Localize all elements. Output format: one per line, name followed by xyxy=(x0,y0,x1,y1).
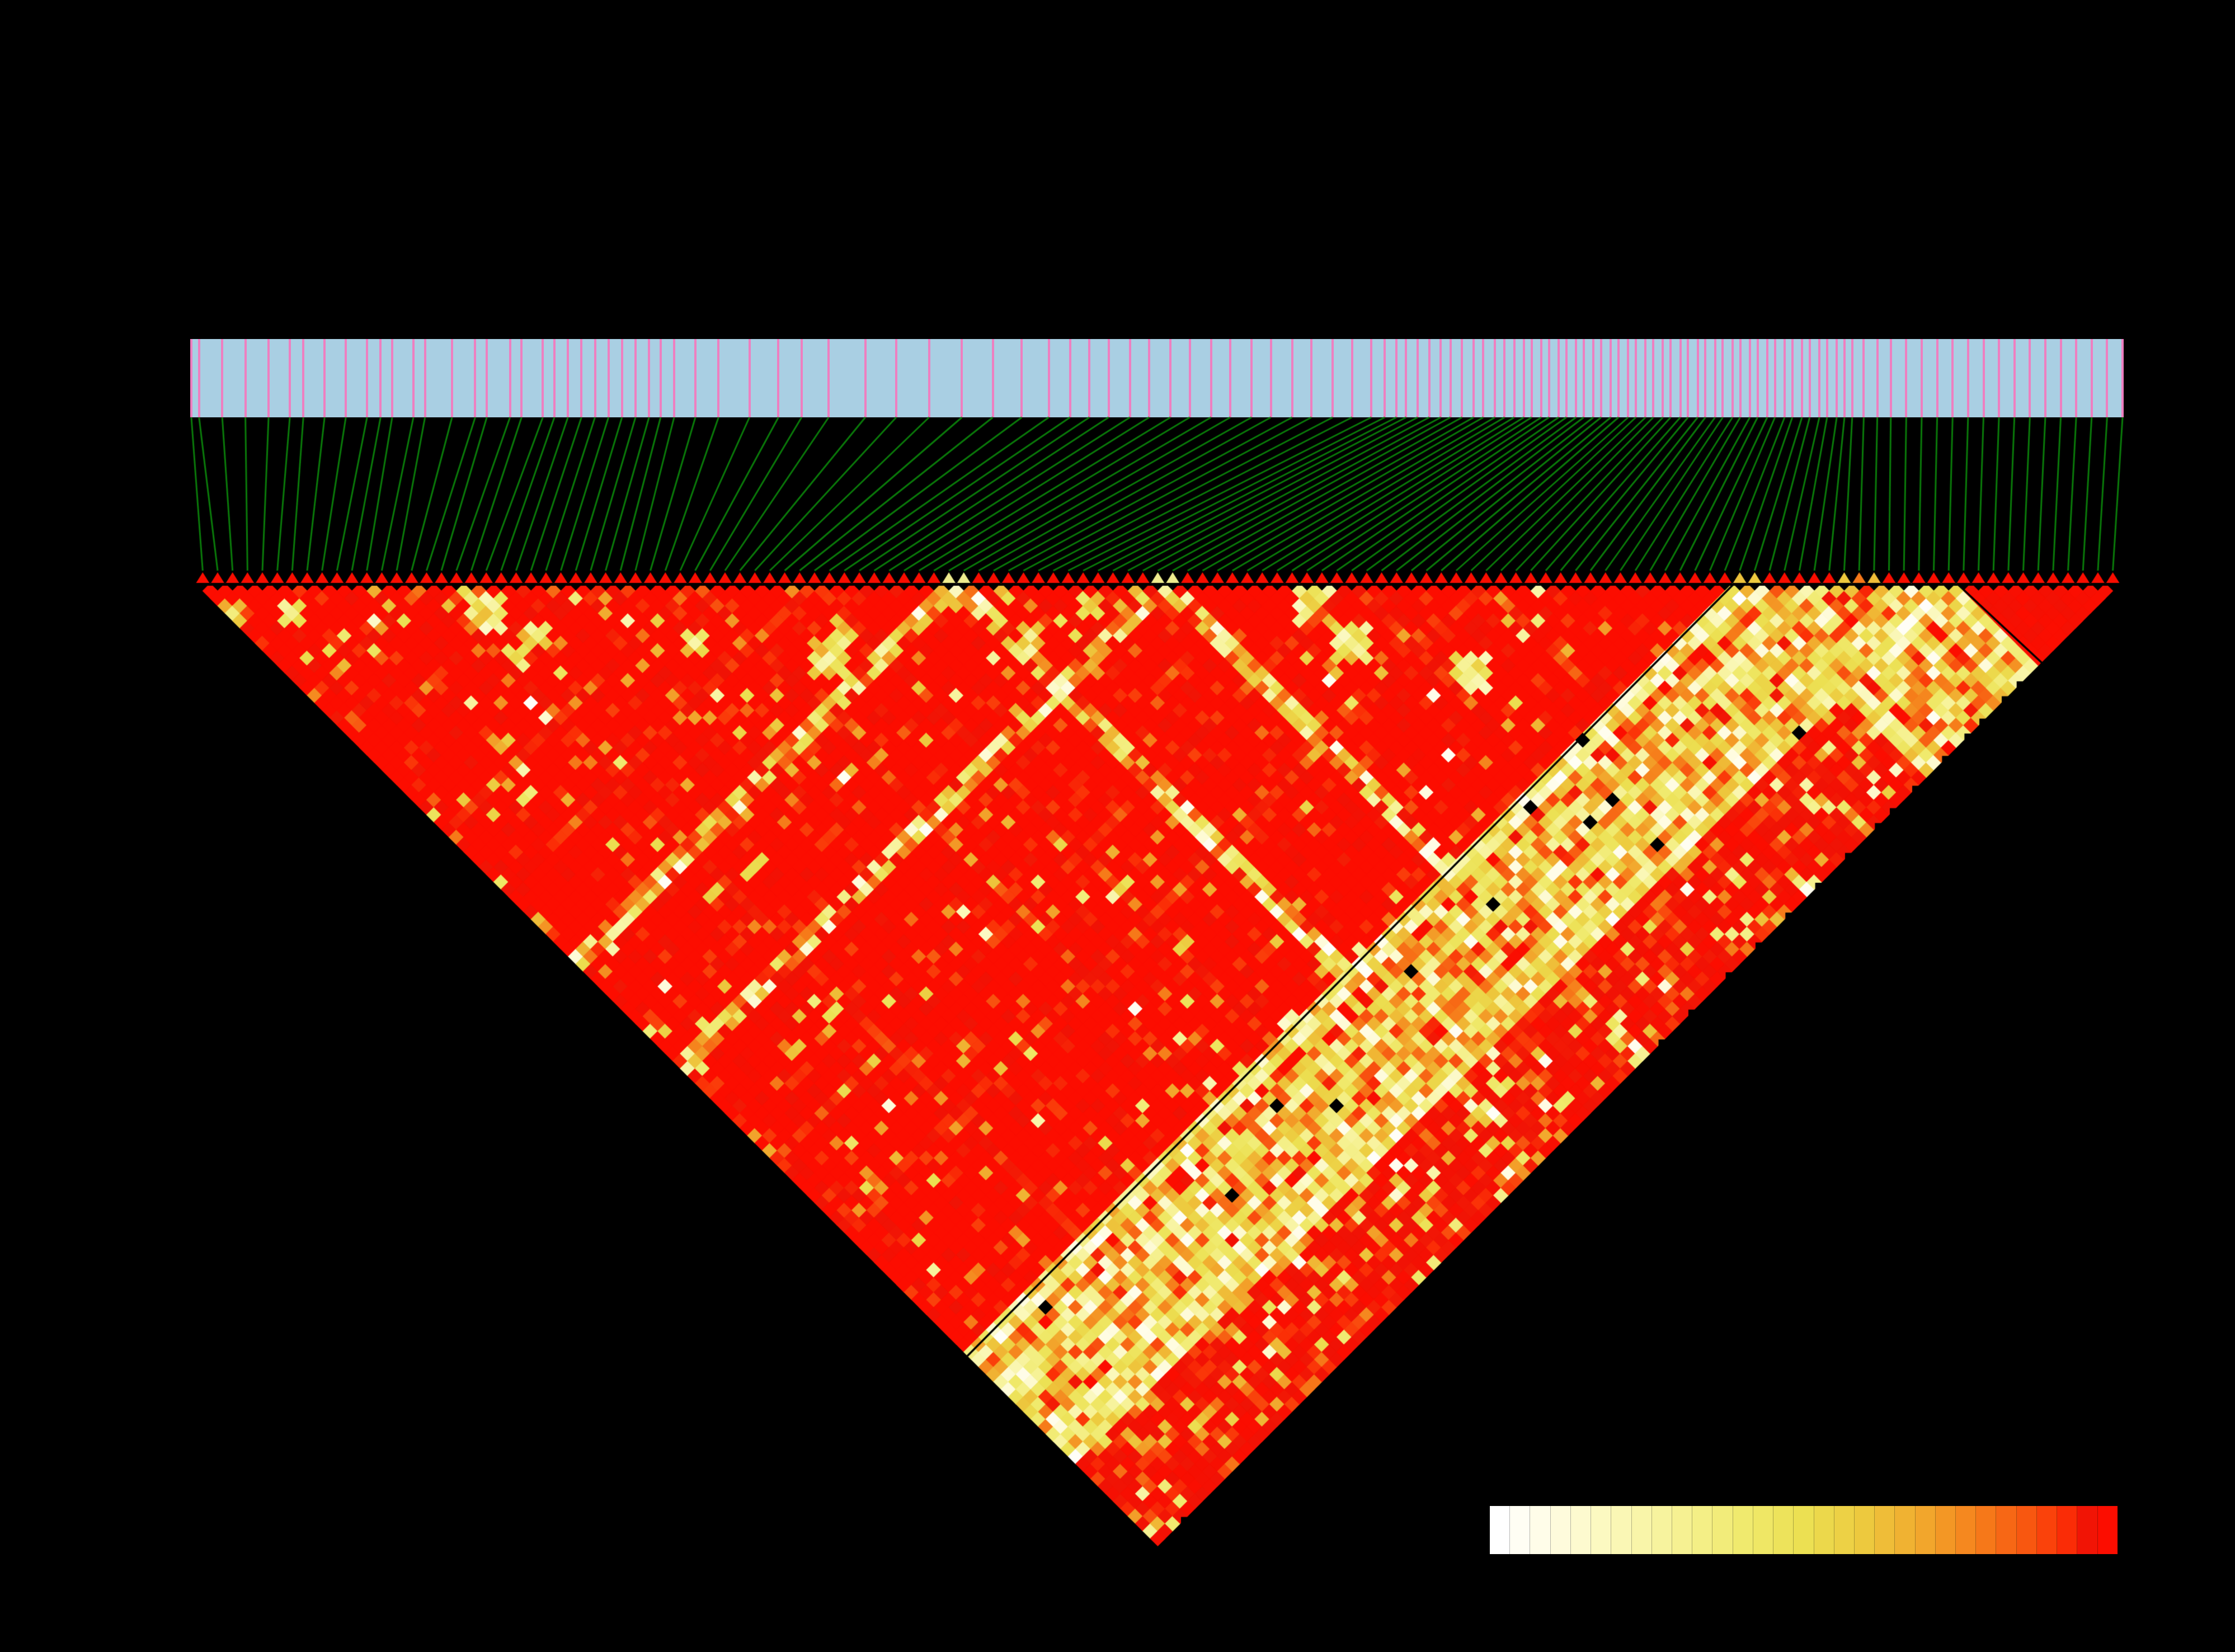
color-key-segment xyxy=(1651,1506,1672,1554)
color-key-segment xyxy=(1753,1506,1774,1554)
color-key-segment xyxy=(1550,1506,1571,1554)
color-key-segment xyxy=(1712,1506,1733,1554)
color-key-segment xyxy=(1631,1506,1652,1554)
color-key-segment xyxy=(1814,1506,1834,1554)
color-key-segment xyxy=(1490,1506,1511,1554)
color-key-segment xyxy=(1915,1506,1936,1554)
color-key-segment xyxy=(1854,1506,1875,1554)
color-key-segment xyxy=(1692,1506,1713,1554)
color-key-segment xyxy=(1530,1506,1551,1554)
color-key-segment xyxy=(2097,1506,2118,1554)
color-key-segment xyxy=(1510,1506,1531,1554)
color-key-segment xyxy=(1895,1506,1916,1554)
color-key-segment xyxy=(1611,1506,1632,1554)
color-key-segment xyxy=(2036,1506,2058,1554)
color-key-segment xyxy=(1570,1506,1592,1554)
color-key-segment xyxy=(1794,1506,1814,1554)
color-key-segment xyxy=(1996,1506,2017,1554)
color-key-legend xyxy=(1490,1506,2118,1554)
color-key-segment xyxy=(1773,1506,1794,1554)
color-key-segment xyxy=(1976,1506,1997,1554)
color-key-segment xyxy=(1834,1506,1855,1554)
color-key-segment xyxy=(2077,1506,2098,1554)
color-key-segment xyxy=(2057,1506,2078,1554)
color-key-segment xyxy=(2016,1506,2037,1554)
color-key-segment xyxy=(1672,1506,1693,1554)
color-key-segment xyxy=(1591,1506,1612,1554)
color-key-segment xyxy=(1956,1506,1977,1554)
color-key-segment xyxy=(1935,1506,1956,1554)
color-key-segment xyxy=(1875,1506,1895,1554)
color-key-segment xyxy=(1733,1506,1753,1554)
